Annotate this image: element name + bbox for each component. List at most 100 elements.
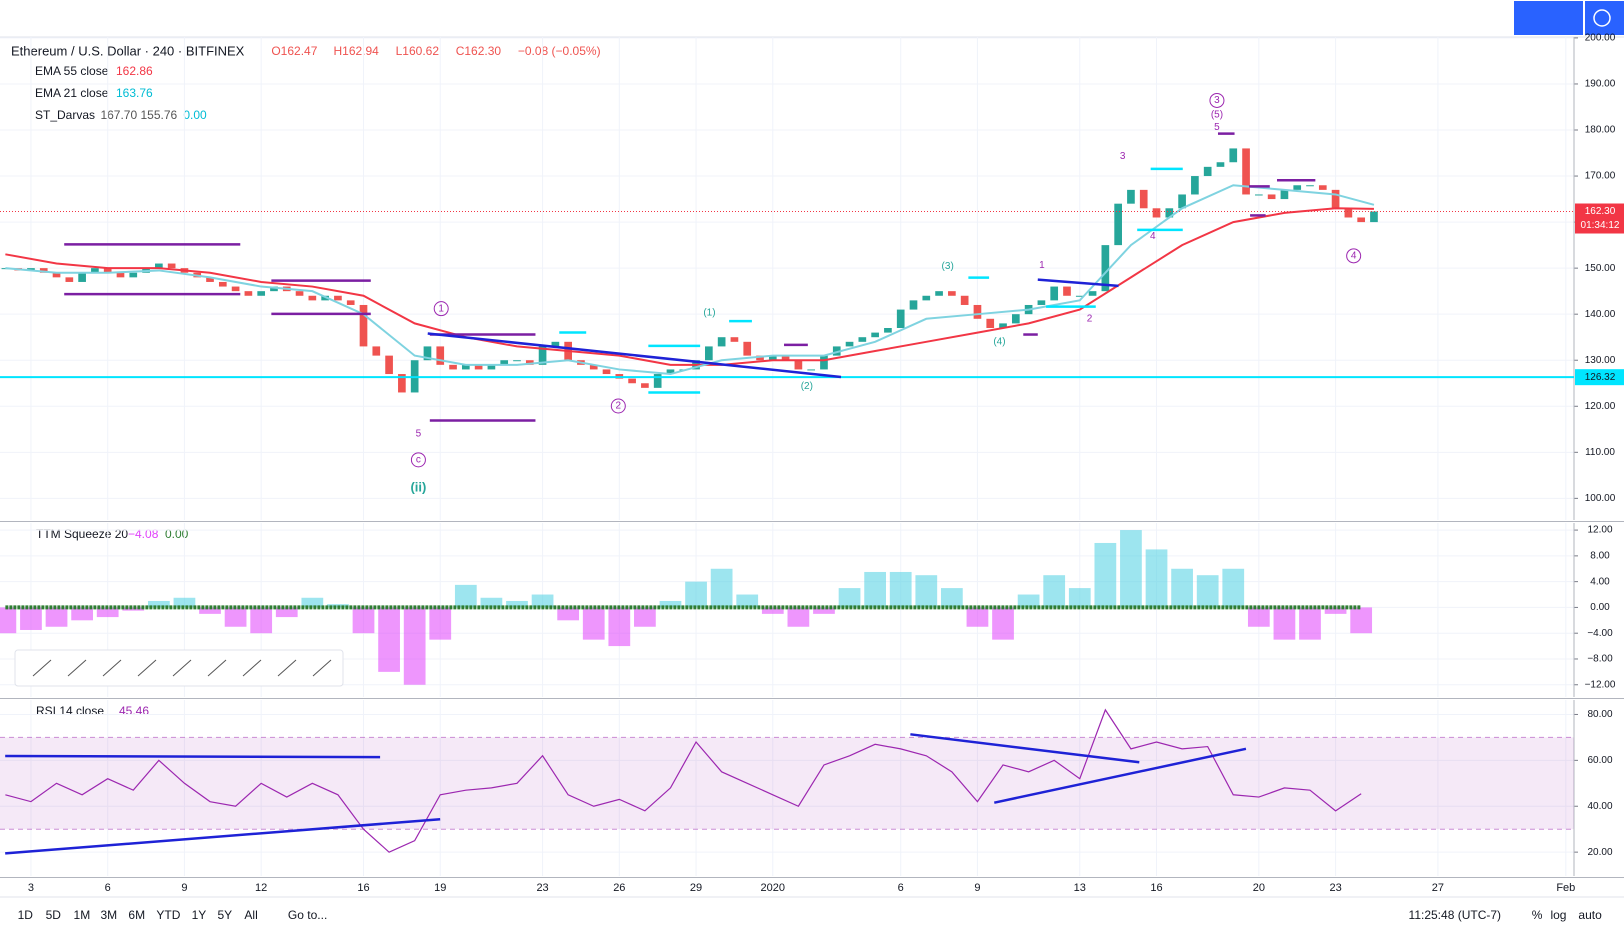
y-tick-label: 140.00 xyxy=(1585,309,1616,320)
y-tick-label: 0.00 xyxy=(1590,602,1610,613)
drawing-tool[interactable] xyxy=(137,659,157,677)
candle xyxy=(91,268,99,273)
range-button[interactable]: 5D xyxy=(45,908,61,922)
wave-label: 1 xyxy=(438,303,444,314)
histogram-bar xyxy=(506,600,528,608)
candle xyxy=(1255,194,1263,196)
drawing-tool[interactable] xyxy=(32,659,52,677)
histogram-bar xyxy=(275,607,298,618)
drawing-tool[interactable] xyxy=(172,659,192,677)
goto-button[interactable]: Go to... xyxy=(287,908,328,922)
candle xyxy=(820,355,828,370)
toolbar-bg xyxy=(0,0,1624,37)
histogram-bar xyxy=(480,597,503,608)
candle xyxy=(628,378,636,384)
candle xyxy=(206,277,214,282)
range-button[interactable]: All xyxy=(244,908,258,922)
histogram-bar xyxy=(454,584,477,608)
range-button[interactable]: 6M xyxy=(128,908,146,922)
scale-option[interactable]: log xyxy=(1550,908,1567,922)
range-button[interactable]: 1D xyxy=(17,908,33,922)
histogram-bar xyxy=(710,568,733,608)
price-badge xyxy=(1575,203,1624,234)
candle xyxy=(1344,208,1353,218)
candle xyxy=(832,346,841,356)
scale-option[interactable]: % xyxy=(1531,908,1543,922)
study-value: 0.00 xyxy=(183,107,207,122)
histogram-bar xyxy=(224,607,247,627)
y-tick-label: 150.00 xyxy=(1585,263,1616,274)
histogram-bar xyxy=(1350,607,1373,634)
candle xyxy=(1114,203,1122,246)
histogram-bar xyxy=(992,607,1014,640)
histogram-bar xyxy=(96,607,119,618)
x-tick-label: 16 xyxy=(357,882,369,894)
candle xyxy=(717,337,726,347)
wave-circle xyxy=(1209,92,1225,108)
candle xyxy=(103,268,112,273)
x-tick-label: 2020 xyxy=(761,882,785,894)
candle xyxy=(1191,176,1199,195)
publish-button[interactable] xyxy=(1514,1,1583,35)
wave-circle xyxy=(1346,248,1362,264)
candle xyxy=(1088,291,1097,296)
histogram-bar xyxy=(608,607,631,647)
drawing-tool[interactable] xyxy=(102,659,122,677)
wave-circle xyxy=(410,452,426,468)
x-tick-label: 9 xyxy=(974,882,980,894)
range-button[interactable]: 1M xyxy=(73,908,91,922)
histogram-bar xyxy=(378,607,400,672)
candle xyxy=(653,374,662,388)
range-button[interactable]: YTD xyxy=(156,908,181,922)
candle xyxy=(922,295,931,301)
candle xyxy=(743,341,752,356)
candle xyxy=(525,360,534,365)
candle xyxy=(705,346,713,361)
drawing-tool[interactable] xyxy=(277,659,297,677)
x-tick-label: 3 xyxy=(28,882,34,894)
candle xyxy=(768,355,777,361)
histogram-bar xyxy=(429,607,452,640)
x-tick-label: 6 xyxy=(105,882,111,894)
candle xyxy=(436,346,445,365)
candle xyxy=(65,277,74,282)
scale-option[interactable]: auto xyxy=(1578,908,1602,922)
range-button[interactable]: 5Y xyxy=(217,908,233,922)
study-name: ST_Darvas xyxy=(35,107,96,122)
histogram-bar xyxy=(352,607,375,634)
drawing-tool[interactable] xyxy=(67,659,87,677)
candle xyxy=(1267,194,1276,200)
study-name: EMA 55 close xyxy=(35,64,109,79)
candle xyxy=(551,341,560,347)
histogram-bar xyxy=(1247,607,1270,627)
y-tick-label: 60.00 xyxy=(1587,755,1612,766)
drawing-tool[interactable] xyxy=(242,659,262,677)
range-button[interactable]: 1Y xyxy=(191,908,207,922)
candle xyxy=(794,360,803,370)
histogram-bar xyxy=(685,581,707,608)
wave-label: (4) xyxy=(993,336,1005,347)
drawing-tool[interactable] xyxy=(207,659,227,677)
drawing-tool[interactable] xyxy=(312,659,332,677)
y-tick-label: 110.00 xyxy=(1585,447,1615,458)
candle xyxy=(1050,286,1059,301)
candle xyxy=(1203,166,1212,177)
wave-label: 2 xyxy=(616,401,622,412)
histogram-bar xyxy=(1120,530,1142,608)
range-button[interactable]: 3M xyxy=(100,908,118,922)
candle xyxy=(308,295,317,301)
histogram-bar xyxy=(761,607,784,614)
y-tick-label: 190.00 xyxy=(1585,79,1616,90)
study-value: 162.86 xyxy=(115,64,153,79)
histogram-bar xyxy=(940,588,963,608)
trend-line xyxy=(994,747,1247,804)
wave-label: 3 xyxy=(1120,151,1126,162)
candle xyxy=(884,327,892,333)
y-tick-label: 120.00 xyxy=(1585,401,1616,412)
ohlc-value: −0.08 (−0.05%) xyxy=(517,44,601,58)
play-button[interactable] xyxy=(1585,1,1624,35)
candle xyxy=(1280,189,1289,200)
legend-title: Ethereum / U.S. Dollar · 240 · BITFINEX xyxy=(11,43,245,59)
candle xyxy=(1331,189,1340,209)
candle xyxy=(1011,314,1020,324)
